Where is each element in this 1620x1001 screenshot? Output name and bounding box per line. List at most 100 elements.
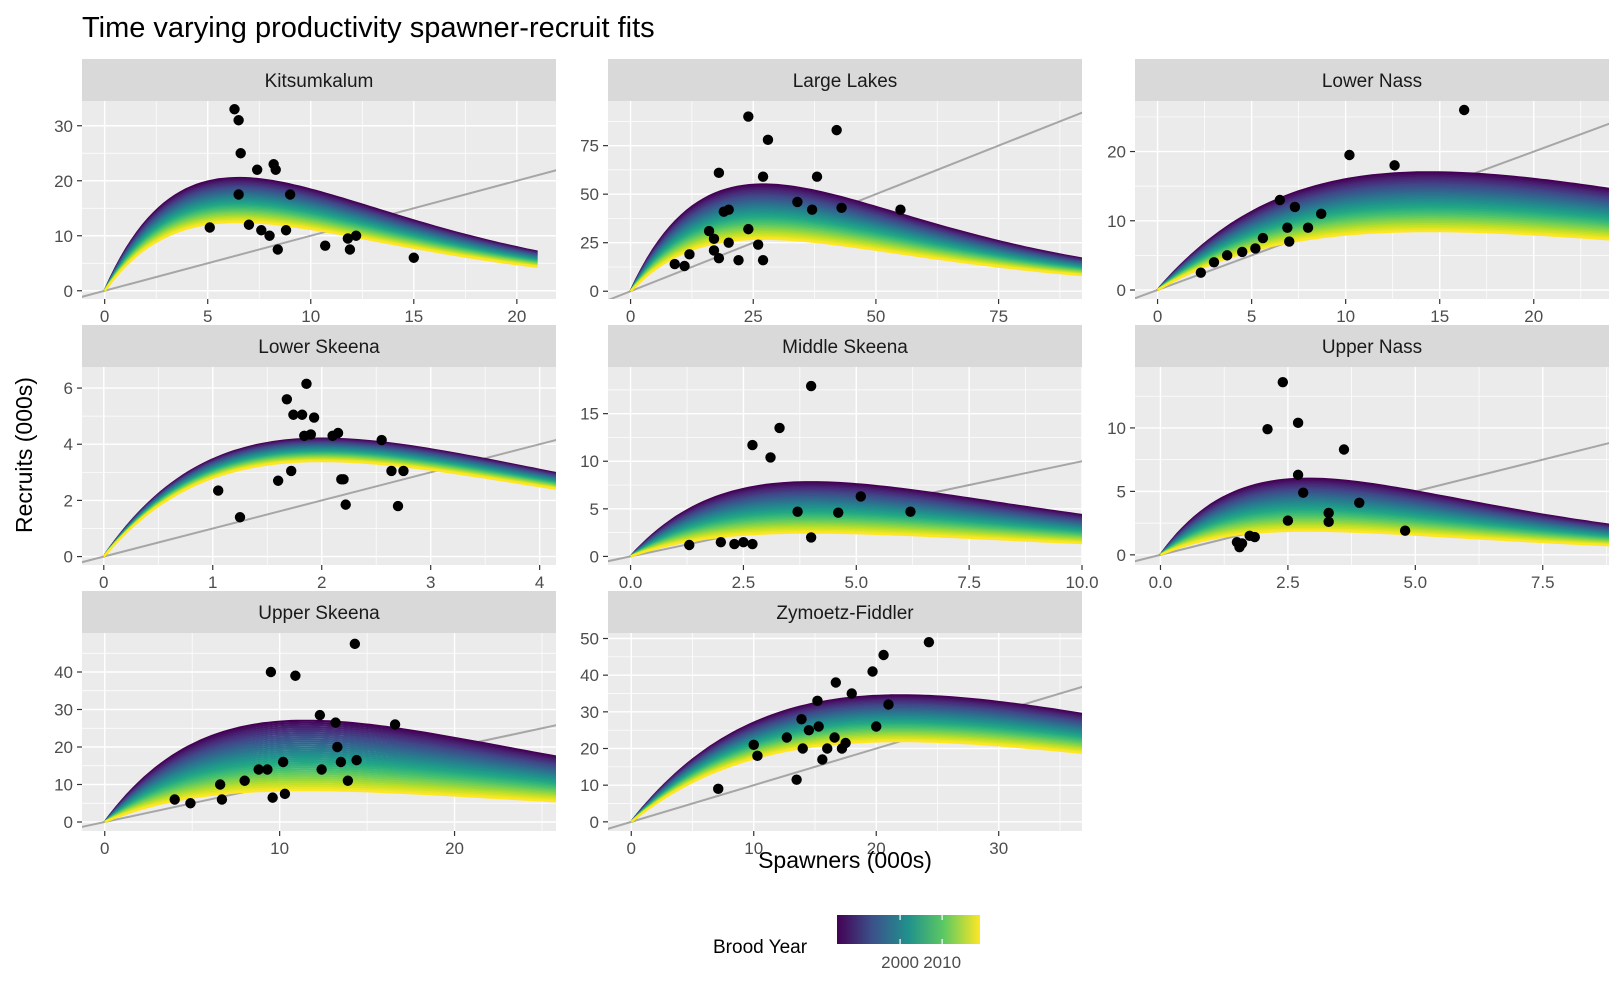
data-point xyxy=(757,254,769,266)
fit-curve xyxy=(103,752,556,823)
fit-curve xyxy=(103,723,556,823)
data-point xyxy=(708,233,720,245)
fit-curve xyxy=(103,744,556,823)
y-tick-label: 30 xyxy=(54,117,73,136)
y-tick-label: 10 xyxy=(580,452,599,471)
data-point xyxy=(1389,160,1400,171)
x-tick-label: 75 xyxy=(989,307,1008,326)
data-point xyxy=(830,677,842,688)
data-point xyxy=(831,124,842,136)
data-point xyxy=(235,148,246,159)
data-point xyxy=(389,719,401,730)
legend-tick-label: 2010 xyxy=(923,953,961,972)
data-point xyxy=(169,794,180,805)
y-tick-label: 0 xyxy=(590,547,599,566)
x-tick-label: 0 xyxy=(626,307,635,326)
fit-curve xyxy=(104,774,556,823)
data-point xyxy=(1316,208,1327,220)
data-point xyxy=(806,204,818,215)
data-point xyxy=(708,245,720,256)
fit-curve xyxy=(103,750,556,823)
data-point xyxy=(408,252,419,263)
y-tick-label: 20 xyxy=(1107,143,1126,162)
data-point xyxy=(752,239,764,250)
fit-curve xyxy=(104,762,556,823)
data-point xyxy=(376,434,387,446)
fit-curve xyxy=(104,778,556,823)
data-point xyxy=(290,670,301,681)
data-point xyxy=(1292,417,1304,429)
legend-tick-label: 2000 xyxy=(881,953,919,972)
x-tick-label: 0 xyxy=(100,307,109,326)
data-point xyxy=(288,409,299,420)
data-point xyxy=(319,240,331,251)
data-point xyxy=(342,775,354,786)
data-point xyxy=(743,223,754,235)
fit-curve xyxy=(104,758,556,823)
fit-curve xyxy=(103,727,556,823)
data-point xyxy=(335,756,347,768)
data-point xyxy=(811,171,823,182)
legend-colorbar xyxy=(837,915,980,944)
data-point xyxy=(398,465,409,477)
data-point xyxy=(332,427,344,439)
data-point xyxy=(797,743,808,754)
x-tick-label: 20 xyxy=(867,839,886,858)
data-point xyxy=(251,164,263,175)
data-point xyxy=(214,779,226,790)
facet-title: Lower Nass xyxy=(1322,71,1422,92)
data-point xyxy=(1354,497,1365,509)
data-point xyxy=(836,202,847,213)
fit-curve xyxy=(103,721,556,823)
data-point xyxy=(822,743,833,754)
data-point xyxy=(792,196,803,208)
facet-zymoetz-fiddler: Zymoetz-Fiddler 0 10 20 30 0 10 20 30 40 50 xyxy=(580,591,1082,858)
data-point xyxy=(757,171,769,182)
data-point xyxy=(805,532,817,543)
fit-curve xyxy=(103,731,556,823)
data-point xyxy=(792,506,803,517)
data-point xyxy=(855,491,866,502)
data-point xyxy=(392,500,404,512)
data-point xyxy=(265,666,277,678)
x-tick-label: 10 xyxy=(301,307,320,326)
x-tick-label: 10 xyxy=(1336,307,1355,326)
y-tick-label: 20 xyxy=(580,740,599,759)
chart-title: Time varying productivity spawner-recrui… xyxy=(82,12,655,44)
x-tick-label: 30 xyxy=(989,839,1008,858)
data-point xyxy=(748,739,759,751)
y-tick-label: 10 xyxy=(1107,419,1126,438)
facet-title: Middle Skeena xyxy=(782,337,908,358)
data-point xyxy=(264,230,275,241)
fit-curve xyxy=(104,776,556,823)
y-tick-label: 75 xyxy=(580,137,599,156)
data-point xyxy=(1262,423,1273,435)
data-point xyxy=(791,774,802,785)
data-point xyxy=(1282,515,1294,526)
x-tick-label: 0.0 xyxy=(1149,573,1173,592)
data-point xyxy=(216,794,228,805)
data-point xyxy=(723,204,734,215)
data-point xyxy=(204,222,215,233)
data-point xyxy=(1250,243,1261,254)
data-point xyxy=(1195,267,1207,278)
data-point xyxy=(301,378,312,390)
y-tick-label: 50 xyxy=(580,185,599,204)
y-tick-label: 5 xyxy=(1117,482,1126,501)
y-tick-label: 30 xyxy=(54,701,73,720)
fit-curve xyxy=(103,719,556,823)
data-point xyxy=(272,244,283,255)
data-point xyxy=(330,717,341,728)
data-point xyxy=(1249,531,1260,543)
y-tick-label: 30 xyxy=(580,703,599,722)
facet-title: Kitsumkalum xyxy=(265,71,374,92)
replacement-line xyxy=(1135,442,1609,563)
fit-curve xyxy=(103,742,556,823)
data-point xyxy=(762,134,774,146)
data-point xyxy=(723,237,734,248)
fit-curve xyxy=(104,784,556,823)
y-tick-label: 10 xyxy=(54,776,73,795)
x-tick-label: 2.5 xyxy=(732,573,756,592)
replacement-line xyxy=(82,724,556,828)
x-tick-label: 5 xyxy=(1247,307,1256,326)
